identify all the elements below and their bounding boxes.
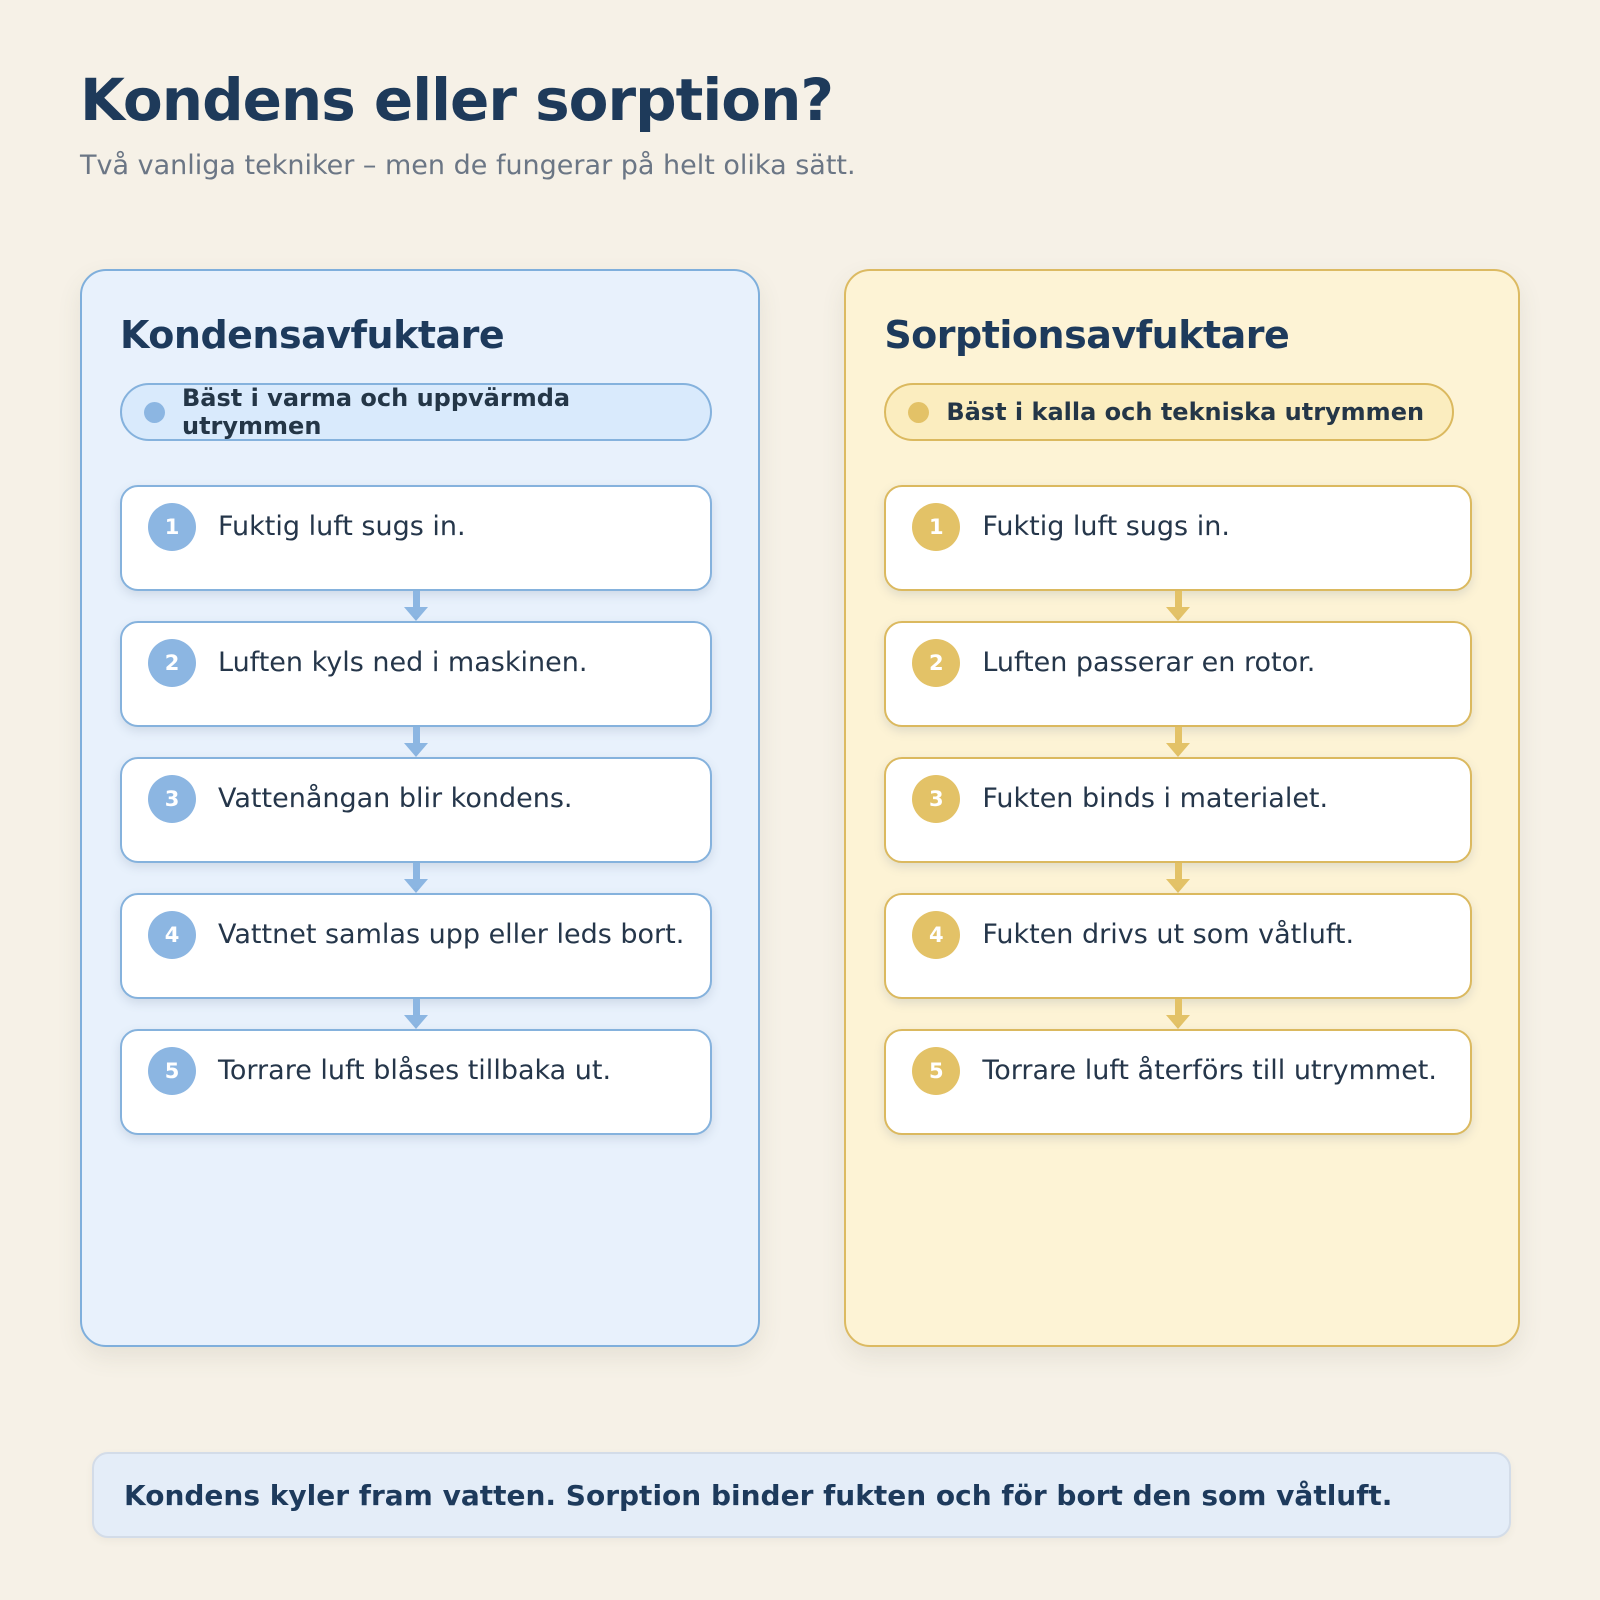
- badge-dot-icon: [908, 401, 930, 423]
- best-use-badge: Bäst i varma och uppvärmda utrymmen: [120, 383, 713, 441]
- arrow-down-icon: [404, 591, 429, 621]
- best-use-badge: Bäst i kalla och tekniska utrymmen: [884, 383, 1455, 441]
- arrow-down-icon: [404, 863, 429, 893]
- panel-kondensavfuktare: Kondensavfuktare Bäst i varma och uppvär…: [80, 269, 761, 1347]
- step-text: Fuktig luft sugs in.: [218, 511, 466, 542]
- comparison-panels: Kondensavfuktare Bäst i varma och uppvär…: [80, 269, 1520, 1347]
- step-text: Torrare luft blåses tillbaka ut.: [218, 1055, 612, 1086]
- step-number-badge: 5: [148, 1047, 196, 1095]
- arrow-down-icon: [1166, 863, 1191, 893]
- step-number-badge: 4: [148, 911, 196, 959]
- page-title: Kondens eller sorption?: [80, 66, 834, 134]
- step-text: Torrare luft återförs till utrymmet.: [982, 1055, 1437, 1086]
- step-number-badge: 1: [148, 503, 196, 551]
- step-number-badge: 5: [912, 1047, 961, 1095]
- panel-title: Sorptionsavfuktare: [884, 313, 1290, 357]
- arrow-down-icon: [1166, 591, 1191, 621]
- arrow-down-icon: [404, 727, 429, 757]
- step-card: 5 Torrare luft återförs till utrymmet.: [884, 1029, 1472, 1135]
- step-number-badge: 3: [148, 775, 196, 823]
- step-number-badge: 4: [912, 911, 961, 959]
- step-card: 4 Fukten drivs ut som våtluft.: [884, 893, 1472, 999]
- step-text: Fuktig luft sugs in.: [982, 511, 1230, 542]
- step-text: Vattnet samlas upp eller leds bort.: [218, 919, 685, 950]
- step-text: Fukten binds i materialet.: [982, 783, 1329, 814]
- badge-label: Bäst i varma och uppvärmda utrymmen: [182, 384, 571, 440]
- step-card: 4 Vattnet samlas upp eller leds bort.: [120, 893, 713, 999]
- step-card: 2 Luften passerar en rotor.: [884, 621, 1472, 727]
- step-card: 3 Fukten binds i materialet.: [884, 757, 1472, 863]
- step-card: 3 Vattenångan blir kondens.: [120, 757, 713, 863]
- step-card: 2 Luften kyls ned i maskinen.: [120, 621, 713, 727]
- step-card: 1 Fuktig luft sugs in.: [884, 485, 1472, 591]
- step-card: 5 Torrare luft blåses tillbaka ut.: [120, 1029, 713, 1135]
- step-number-badge: 2: [148, 639, 196, 687]
- summary-note: Kondens kyler fram vatten. Sorption bind…: [92, 1452, 1511, 1538]
- step-number-badge: 1: [912, 503, 961, 551]
- step-list: 1 Fuktig luft sugs in. 2 Luften passerar…: [884, 485, 1472, 1135]
- step-text: Luften passerar en rotor.: [982, 647, 1316, 678]
- panel-title: Kondensavfuktare: [120, 313, 505, 357]
- step-number-badge: 2: [912, 639, 961, 687]
- arrow-down-icon: [1166, 727, 1191, 757]
- step-number-badge: 3: [912, 775, 961, 823]
- summary-note-text: Kondens kyler fram vatten. Sorption bind…: [124, 1478, 1393, 1512]
- step-list: 1 Fuktig luft sugs in. 2 Luften kyls ned…: [120, 485, 713, 1135]
- panel-sorptionsavfuktare: Sorptionsavfuktare Bäst i kalla och tekn…: [844, 269, 1520, 1347]
- arrow-down-icon: [1166, 999, 1191, 1029]
- step-card: 1 Fuktig luft sugs in.: [120, 485, 713, 591]
- page-subtitle: Två vanliga tekniker – men de fungerar p…: [80, 150, 856, 181]
- badge-label: Bäst i kalla och tekniska utrymmen: [946, 398, 1425, 426]
- badge-dot-icon: [144, 401, 165, 423]
- arrow-down-icon: [404, 999, 429, 1029]
- step-text: Luften kyls ned i maskinen.: [218, 647, 588, 678]
- step-text: Vattenångan blir kondens.: [218, 783, 573, 814]
- step-text: Fukten drivs ut som våtluft.: [982, 919, 1355, 950]
